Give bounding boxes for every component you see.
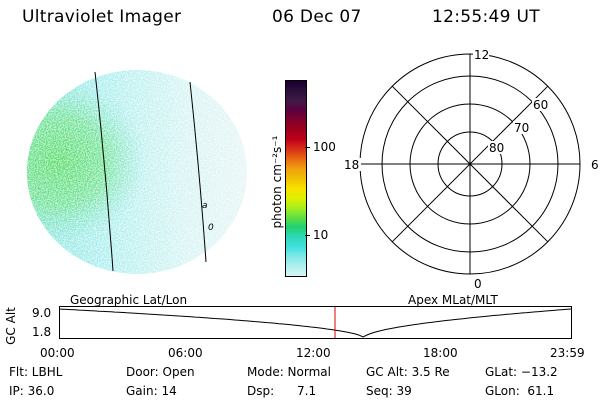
info-mode: Mode: Normal [247, 365, 331, 379]
timeline-y-label: GC Alt [4, 307, 18, 345]
info-ip: IP: 36.0 [9, 384, 55, 398]
instrument-title: Ultraviolet Imager [22, 7, 182, 27]
info-dsp: Dsp: 7.1 [247, 384, 317, 398]
lat-label-60: 60 [533, 98, 548, 112]
observation-time: 12:55:49 UT [432, 7, 540, 27]
colorbar-tick-100: 100 [313, 140, 336, 154]
info-gc-alt: GC Alt: 3.5 Re [366, 365, 450, 379]
observation-date: 06 Dec 07 [272, 7, 362, 27]
mlt-label-0: 0 [474, 277, 482, 290]
timeline-x-tick-1: 06:00 [168, 346, 203, 360]
timeline-y-tick-high: 9.0 [32, 306, 52, 320]
altitude-curve [59, 308, 572, 338]
altitude-timeline [59, 306, 572, 339]
colorbar-major-tick-10 [305, 235, 310, 236]
info-seq: Seq: 39 [366, 384, 412, 398]
colorbar-unit-label: photon cm⁻²s⁻¹ [270, 135, 284, 229]
colorbar-tick-10: 10 [313, 228, 329, 242]
info-door: Door: Open [126, 365, 195, 379]
info-gain: Gain: 14 [126, 384, 177, 398]
map-label-0: 0 [208, 223, 214, 233]
info-glon: GLon: 61.1 [485, 384, 555, 398]
timeline-x-tick-2: 12:00 [296, 346, 331, 360]
info-filter: Flt: LBHL [9, 365, 63, 379]
polar-grid: 12 6 0 18 60 70 80 [343, 48, 598, 290]
timeline-x-tick-3: 18:00 [423, 346, 458, 360]
aurora-image: a 0 [27, 70, 247, 274]
lat-label-80: 80 [489, 141, 504, 155]
timeline-right-caption: Apex MLat/MLT [408, 293, 498, 307]
timeline-y-tick-low: 1.8 [32, 325, 52, 339]
timeline-x-tick-4: 23:59 [550, 346, 585, 360]
mlt-label-6: 6 [591, 158, 598, 172]
map-label-a: a [202, 201, 208, 211]
colorbar [285, 80, 307, 277]
info-glat: GLat: −13.2 [485, 365, 558, 379]
lat-label-70: 70 [514, 121, 529, 135]
mlt-label-12: 12 [474, 48, 489, 62]
colorbar-major-tick-100 [305, 147, 310, 148]
mlt-label-18: 18 [344, 158, 359, 172]
timeline-left-caption: Geographic Lat/Lon [70, 293, 188, 307]
timeline-x-tick-0: 00:00 [40, 346, 75, 360]
